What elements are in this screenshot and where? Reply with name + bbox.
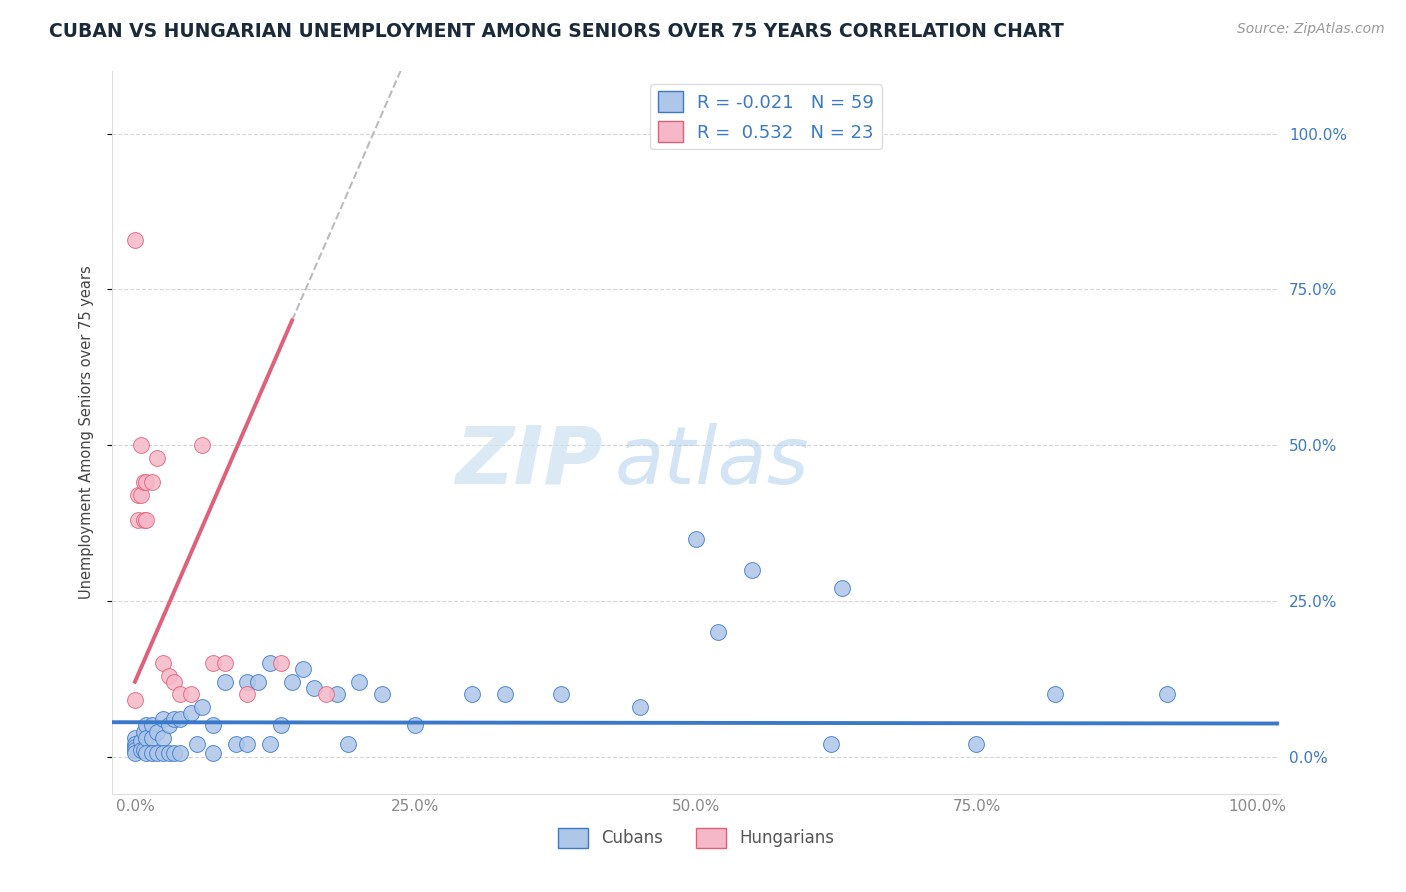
Point — [135, 731, 157, 745]
Point — [135, 513, 157, 527]
Point — [685, 532, 707, 546]
Point — [157, 747, 180, 761]
Point — [404, 718, 426, 732]
Text: CUBAN VS HUNGARIAN UNEMPLOYMENT AMONG SENIORS OVER 75 YEARS CORRELATION CHART: CUBAN VS HUNGARIAN UNEMPLOYMENT AMONG SE… — [49, 22, 1064, 41]
Point — [127, 513, 149, 527]
Point — [707, 624, 730, 639]
Point — [180, 706, 202, 720]
Point — [124, 737, 146, 751]
Point — [152, 656, 174, 670]
Point — [191, 699, 214, 714]
Point — [132, 743, 155, 757]
Point — [292, 662, 315, 676]
Point — [214, 674, 236, 689]
Text: ZIP: ZIP — [456, 423, 603, 500]
Point — [135, 475, 157, 490]
Point — [1156, 687, 1178, 701]
Point — [966, 737, 988, 751]
Point — [741, 563, 763, 577]
Point — [550, 687, 572, 701]
Point — [146, 747, 169, 761]
Point — [141, 731, 163, 745]
Point — [124, 693, 146, 707]
Point — [135, 747, 157, 761]
Point — [236, 674, 259, 689]
Point — [191, 438, 214, 452]
Point — [124, 731, 146, 745]
Point — [270, 656, 292, 670]
Point — [146, 724, 169, 739]
Point — [315, 687, 337, 701]
Point — [163, 747, 186, 761]
Point — [326, 687, 349, 701]
Point — [371, 687, 394, 701]
Point — [169, 712, 191, 726]
Point — [152, 731, 174, 745]
Point — [270, 718, 292, 732]
Point — [152, 712, 174, 726]
Point — [337, 737, 360, 751]
Point — [225, 737, 247, 751]
Point — [628, 699, 651, 714]
Point — [141, 747, 163, 761]
Point — [169, 747, 191, 761]
Text: Source: ZipAtlas.com: Source: ZipAtlas.com — [1237, 22, 1385, 37]
Point — [124, 233, 146, 247]
Point — [157, 668, 180, 682]
Point — [141, 718, 163, 732]
Point — [132, 475, 155, 490]
Text: atlas: atlas — [614, 423, 808, 500]
Point — [132, 724, 155, 739]
Point — [127, 488, 149, 502]
Point — [236, 737, 259, 751]
Point — [202, 656, 225, 670]
Y-axis label: Unemployment Among Seniors over 75 years: Unemployment Among Seniors over 75 years — [79, 266, 94, 599]
Point — [163, 674, 186, 689]
Point — [1043, 687, 1066, 701]
Point — [259, 656, 281, 670]
Point — [304, 681, 326, 695]
Point — [124, 740, 146, 755]
Point — [831, 582, 853, 596]
Point — [236, 687, 259, 701]
Point — [820, 737, 842, 751]
Point — [180, 687, 202, 701]
Legend: Cubans, Hungarians: Cubans, Hungarians — [551, 822, 841, 855]
Point — [259, 737, 281, 751]
Point — [247, 674, 270, 689]
Point — [157, 718, 180, 732]
Point — [124, 747, 146, 761]
Point — [129, 438, 152, 452]
Point — [124, 743, 146, 757]
Point — [186, 737, 208, 751]
Point — [129, 743, 152, 757]
Point — [135, 718, 157, 732]
Point — [460, 687, 482, 701]
Point — [163, 712, 186, 726]
Point — [202, 747, 225, 761]
Point — [494, 687, 516, 701]
Point — [281, 674, 304, 689]
Point — [129, 734, 152, 748]
Point — [132, 513, 155, 527]
Point — [129, 488, 152, 502]
Point — [146, 450, 169, 465]
Point — [169, 687, 191, 701]
Point — [152, 747, 174, 761]
Point — [214, 656, 236, 670]
Point — [349, 674, 371, 689]
Point — [202, 718, 225, 732]
Point — [141, 475, 163, 490]
